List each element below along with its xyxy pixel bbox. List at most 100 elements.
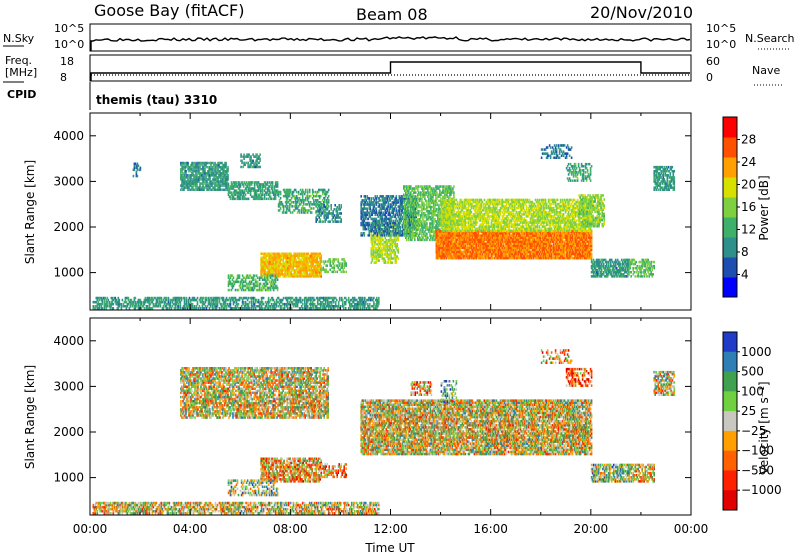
data-cell [259, 153, 261, 156]
data-cell [206, 166, 208, 169]
data-cell [271, 198, 273, 201]
data-cell [334, 271, 336, 274]
data-cell [238, 303, 240, 306]
data-cell [334, 204, 336, 207]
data-cell [311, 211, 313, 214]
beam-title: Beam 08 [356, 5, 428, 24]
data-cell [292, 205, 294, 208]
data-cell [161, 297, 163, 300]
data-cell [280, 197, 282, 200]
data-cell [277, 287, 279, 290]
data-cell [340, 212, 342, 215]
data-cell [233, 277, 235, 280]
data-cell [342, 299, 344, 302]
data-cell [257, 281, 259, 284]
data-cell [240, 166, 242, 169]
data-cell [376, 228, 378, 231]
data-cell [345, 307, 347, 310]
data-cell [376, 207, 378, 210]
data-cell [291, 307, 293, 310]
data-cell [267, 283, 269, 286]
data-cell [316, 218, 318, 221]
data-cell [390, 234, 392, 237]
data-cell [238, 289, 240, 292]
data-cell [260, 283, 262, 286]
data-cell [280, 191, 282, 194]
data-cell [183, 162, 185, 165]
data-cell [369, 222, 371, 225]
data-cell [200, 307, 202, 310]
data-cell [360, 195, 362, 198]
data-cell [236, 181, 238, 184]
data-cell [203, 297, 205, 300]
station-title: Goose Bay (fitACF) [94, 1, 244, 20]
data-cell [276, 274, 278, 277]
data-cell [414, 233, 416, 236]
data-cell [225, 162, 227, 165]
data-cell [287, 205, 289, 208]
data-cell [102, 307, 104, 310]
data-cell [283, 205, 285, 208]
data-cell [398, 247, 400, 250]
data-cell [320, 265, 322, 268]
data-cell [326, 264, 328, 267]
data-cell [340, 204, 342, 207]
data-cell [302, 299, 304, 302]
data-cell [337, 220, 339, 223]
data-cell [293, 201, 295, 204]
data-cell [241, 160, 243, 163]
nsky-panel: N.Sky 10^5 10^0 10^5 10^0 N.Search [3, 22, 795, 51]
data-cell [330, 204, 332, 207]
nsky-tick-top: 10^5 [54, 22, 84, 35]
data-cell [252, 160, 254, 163]
data-cell [113, 303, 115, 306]
data-cell [373, 297, 375, 300]
data-cell [414, 204, 416, 207]
data-cell [390, 230, 392, 233]
data-cell [385, 259, 387, 262]
data-cell [378, 297, 380, 300]
data-cell [413, 196, 415, 199]
data-cell [186, 297, 188, 300]
data-cell [266, 198, 268, 201]
data-cell [252, 181, 254, 184]
data-cell [113, 307, 115, 310]
data-cell [379, 259, 381, 262]
data-cell [440, 185, 442, 188]
data-cell [307, 305, 309, 308]
data-cell [192, 303, 194, 306]
data-cell [192, 162, 194, 165]
data-cell [298, 191, 300, 194]
data-cell [311, 207, 313, 210]
data-cell [137, 175, 139, 178]
data-cell [320, 255, 322, 258]
data-cell [338, 204, 340, 207]
data-cell [319, 218, 321, 221]
data-cell [367, 207, 369, 210]
data-cell [332, 220, 334, 223]
data-cell [290, 211, 292, 214]
freq-trace [91, 62, 690, 81]
data-cell [329, 269, 331, 272]
data-cell [305, 189, 307, 192]
data-cell [243, 301, 245, 304]
data-cell [426, 222, 428, 225]
data-cell [133, 175, 135, 178]
data-cell [248, 297, 250, 300]
data-cell [362, 297, 364, 300]
freq-tick-bottom: 8 [60, 71, 67, 84]
data-cell [424, 204, 426, 207]
data-cell [261, 253, 263, 256]
data-cell [262, 307, 264, 310]
data-cell [395, 251, 397, 254]
data-cell [122, 299, 124, 302]
data-cell [229, 289, 231, 292]
data-cell [398, 257, 400, 260]
data-cell [167, 307, 169, 310]
data-cell [328, 195, 330, 198]
data-cell [259, 158, 261, 161]
data-cell [410, 185, 412, 188]
data-cell [392, 261, 394, 264]
data-cell [235, 198, 237, 201]
nave-tick-top: 60 [706, 55, 720, 68]
